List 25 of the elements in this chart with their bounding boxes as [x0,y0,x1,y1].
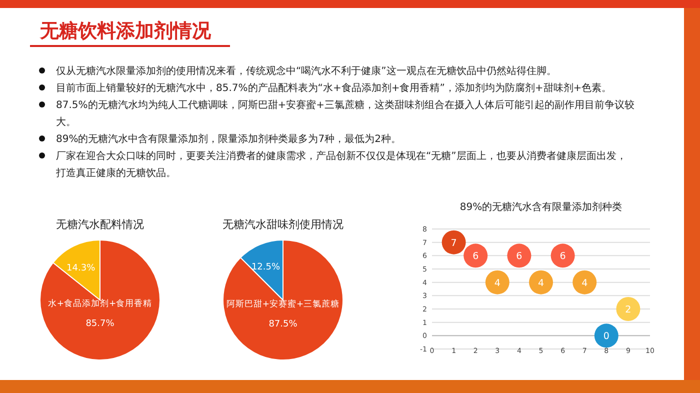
chart-title: 无糖汽水配料情况 [56,218,144,231]
chart-title: 89%的无糖汽水含有限量添加剂种类 [460,201,622,213]
data-label: 12.5% [251,262,281,273]
data-label: 6 [560,251,566,262]
data-label: 6 [516,251,522,262]
data-label: 7 [450,238,457,249]
data-label: 14.3% [66,263,96,274]
pie-slice [40,240,160,360]
data-label: 4 [538,278,544,289]
text: 厂家在迎合大众口味的同时，更要关注消费者的健康需求，产品创新不仅仅是体现在“无糖”层面上，也要从消费者健康层面出发，打造真正健康的无糖饮品。 [55,150,626,179]
pie-slice [222,240,344,360]
chart-title: 无糖汽水甜味剂使用情况 [222,218,344,231]
text: 目前市面上销量较好的无糖汽水中，85.7%的产品配料表为“水+食品添加剂+食用香精”，添加剂均为防腐剂+甜味剂+色素。 [56,82,612,94]
data-label: 2 [625,304,632,316]
text: 89%的无糖汽水中含有限量添加剂，限量添加剂种类最多为7种，最低为2种。 [56,133,401,145]
text: 无糖饮料添加剂情况 [39,20,212,42]
data-label: 0 [603,331,610,342]
slice-label: 水+食品添加剂+食用香精 [48,298,152,310]
text: 仅从无糖汽水限量添加剂的使用情况来看，传统观念中“喝汽水不利于健康”这一观点在无糖饮品中仍然站得住脚。 [56,65,556,77]
data-label: 87.5% [268,319,298,330]
data-label: 4 [582,278,588,289]
text: 87.5%的无糖汽水均为纯人工代糖调味，阿斯巴甜+安赛蜜+三氯蔗糖，这类甜味剂组合在摄入人体后可能引起的副作用目前争议较大。 [56,99,635,128]
data-label: 6 [472,251,479,262]
data-label: 85.7% [86,319,115,330]
data-label: 4 [494,278,500,289]
